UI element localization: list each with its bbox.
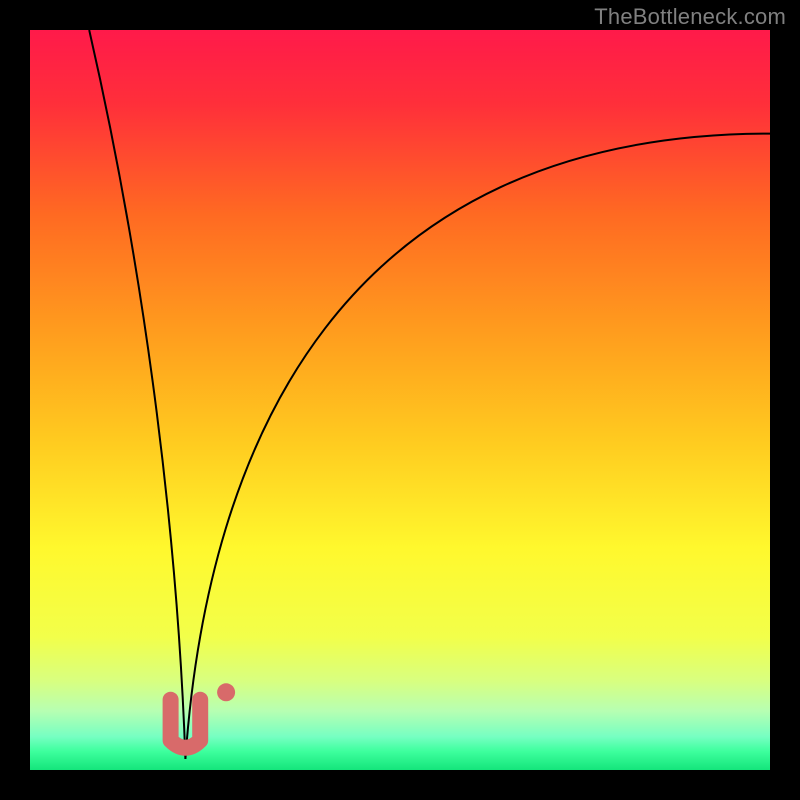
marker-dot xyxy=(217,683,235,701)
chart-svg xyxy=(0,0,800,800)
chart-canvas: TheBottleneck.com xyxy=(0,0,800,800)
watermark-text: TheBottleneck.com xyxy=(594,4,786,30)
